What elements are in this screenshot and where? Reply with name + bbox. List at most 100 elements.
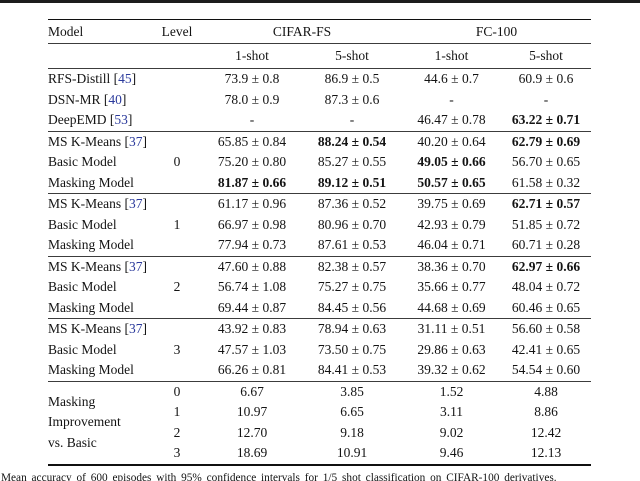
value-cell: 78.0 ± 0.9 bbox=[224, 91, 280, 107]
header-fc-1shot: 1-shot bbox=[402, 43, 501, 69]
value-cell: 62.97 ± 0.66 bbox=[511, 258, 581, 274]
model-name-cell: DeepEMD [53] bbox=[48, 110, 152, 131]
model-name-cell: MS K-Means [37] bbox=[48, 319, 152, 340]
header-spacer bbox=[152, 43, 202, 69]
model-name-cell: DSN-MR [40] bbox=[48, 90, 152, 111]
model-name-cell: Masking Model bbox=[48, 360, 152, 381]
model-name-cell: Masking Model bbox=[48, 235, 152, 256]
value-cell: 9.02 bbox=[439, 424, 464, 440]
citation-link[interactable]: 37 bbox=[129, 196, 143, 212]
value-cell: 84.45 ± 0.56 bbox=[317, 299, 387, 315]
table-row: 3 18.69 10.91 9.46 12.13 bbox=[48, 443, 591, 465]
citation-bracket-close: ] bbox=[142, 196, 148, 212]
header-row-groups: Model Level CIFAR-FS FC-100 bbox=[48, 19, 592, 44]
value-cell: 35.66 ± 0.77 bbox=[417, 279, 486, 295]
value-cell: 9.46 bbox=[439, 445, 464, 461]
value-cell: 6.65 bbox=[340, 404, 364, 420]
level-cell bbox=[152, 173, 202, 194]
citation-link[interactable]: 37 bbox=[129, 258, 143, 274]
value-cell: 60.46 ± 0.65 bbox=[511, 299, 581, 315]
table-section: Masking Improvement vs. Basic 0 6.67 3.85 1.52… bbox=[48, 381, 591, 465]
citation-link[interactable]: 37 bbox=[129, 133, 143, 149]
value-cell: 89.12 ± 0.51 bbox=[317, 174, 387, 190]
value-cell: 9.18 bbox=[340, 424, 364, 440]
value-cell: 38.36 ± 0.70 bbox=[417, 258, 486, 274]
value-cell: 12.13 bbox=[530, 445, 562, 461]
value-cell: 78.94 ± 0.63 bbox=[317, 321, 387, 337]
model-name-cell: Masking Model bbox=[48, 173, 152, 194]
table-row: 1 10.97 6.65 3.11 8.86 bbox=[48, 402, 591, 423]
level-cell: 1 bbox=[173, 216, 181, 232]
value-cell: 82.38 ± 0.57 bbox=[317, 258, 387, 274]
value-cell: 73.9 ± 0.8 bbox=[224, 71, 280, 87]
table-row: Masking Model 81.87 ± 0.66 89.12 ± 0.51 50.… bbox=[48, 173, 591, 194]
table-row: MS K-Means [37] 61.17 ± 0.96 87.36 ± 0.52 3… bbox=[48, 194, 591, 215]
model-name-cell: MS K-Means [37] bbox=[48, 194, 152, 215]
model-name: DSN-MR bbox=[48, 91, 101, 107]
header-model: Model bbox=[48, 19, 152, 44]
header-level: Level bbox=[152, 19, 202, 44]
table-section: MS K-Means [37] 65.85 ± 0.84 88.24 ± 0.54 4… bbox=[48, 131, 592, 194]
value-cell: 12.42 bbox=[530, 424, 562, 440]
level-cell bbox=[152, 235, 202, 256]
value-cell: 73.50 ± 0.75 bbox=[317, 341, 387, 357]
level-cell bbox=[152, 131, 202, 152]
value-cell: 56.70 ± 0.65 bbox=[511, 154, 581, 170]
value-cell: 51.85 ± 0.72 bbox=[511, 216, 581, 232]
row-group-label-line: Improvement bbox=[48, 414, 121, 430]
citation-link[interactable]: 37 bbox=[129, 321, 143, 337]
table-row: DeepEMD [53] - - 46.47 ± 0.78 63.22 ± 0.71 bbox=[48, 110, 591, 131]
model-name: Masking Model bbox=[48, 174, 134, 190]
model-name: MS K-Means bbox=[48, 321, 122, 337]
value-cell: 3.11 bbox=[439, 404, 464, 420]
value-cell: 75.20 ± 0.80 bbox=[217, 154, 287, 170]
model-name: Basic Model bbox=[48, 341, 117, 357]
table-row: Masking Model 69.44 ± 0.87 84.45 ± 0.56 44.… bbox=[48, 298, 591, 319]
value-cell: 42.93 ± 0.79 bbox=[417, 216, 486, 232]
model-name-cell: Basic Model bbox=[48, 340, 152, 361]
citation-link[interactable]: 53 bbox=[114, 112, 128, 128]
value-cell: 62.71 ± 0.57 bbox=[511, 196, 581, 212]
citation-bracket-close: ] bbox=[142, 258, 148, 274]
citation-bracket-open: [ bbox=[110, 71, 119, 87]
value-cell: - bbox=[249, 112, 255, 128]
value-cell: 29.86 ± 0.63 bbox=[417, 341, 486, 357]
table-row: DSN-MR [40] 78.0 ± 0.9 87.3 ± 0.6 - - bbox=[48, 90, 591, 111]
model-name-cell: Masking Model bbox=[48, 298, 152, 319]
model-name-cell: RFS-Distill [45] bbox=[48, 69, 152, 90]
citation-link[interactable]: 45 bbox=[118, 71, 132, 87]
level-cell: 0 bbox=[173, 154, 181, 170]
value-cell: 66.97 ± 0.98 bbox=[217, 216, 287, 232]
value-cell: 1.52 bbox=[439, 383, 464, 399]
level-cell bbox=[152, 110, 202, 131]
citation-link[interactable]: 40 bbox=[108, 91, 122, 107]
value-cell: 3.85 bbox=[340, 383, 364, 399]
value-cell: 66.26 ± 0.81 bbox=[217, 362, 287, 378]
table-section: MS K-Means [37] 43.92 ± 0.83 78.94 ± 0.63 3… bbox=[48, 319, 592, 381]
table-row: Masking Model 77.94 ± 0.73 87.61 ± 0.53 46.… bbox=[48, 235, 591, 256]
citation-bracket-close: ] bbox=[142, 321, 148, 337]
table-row: RFS-Distill [45] 73.9 ± 0.8 86.9 ± 0.5 44.6… bbox=[48, 69, 591, 90]
value-cell: 65.85 ± 0.84 bbox=[217, 133, 287, 149]
citation-bracket-open: [ bbox=[121, 321, 130, 337]
value-cell: 61.58 ± 0.32 bbox=[511, 174, 581, 190]
model-name-cell: Basic Model bbox=[48, 277, 152, 298]
value-cell: 69.44 ± 0.87 bbox=[217, 299, 287, 315]
row-group-label-line: vs. Basic bbox=[48, 434, 97, 450]
model-name: Masking Model bbox=[48, 237, 134, 253]
level-cell: 2 bbox=[173, 424, 181, 440]
header-group-cifar-fs: CIFAR-FS bbox=[202, 19, 402, 44]
value-cell: 10.91 bbox=[336, 445, 368, 461]
table-row: Masking Improvement vs. Basic 0 6.67 3.85 1.52… bbox=[48, 381, 591, 450]
row-group-label: Masking Improvement vs. Basic bbox=[48, 381, 152, 465]
value-cell: 18.69 bbox=[236, 445, 268, 461]
value-cell: - bbox=[349, 112, 355, 128]
header-spacer bbox=[48, 43, 152, 69]
value-cell: 39.32 ± 0.62 bbox=[417, 362, 486, 378]
value-cell: 49.05 ± 0.66 bbox=[417, 154, 486, 170]
value-cell: 60.71 ± 0.28 bbox=[511, 237, 581, 253]
value-cell: 40.20 ± 0.64 bbox=[417, 133, 486, 149]
model-name: Basic Model bbox=[48, 154, 117, 170]
level-cell: 3 bbox=[173, 341, 181, 357]
value-cell: 39.75 ± 0.69 bbox=[417, 196, 486, 212]
